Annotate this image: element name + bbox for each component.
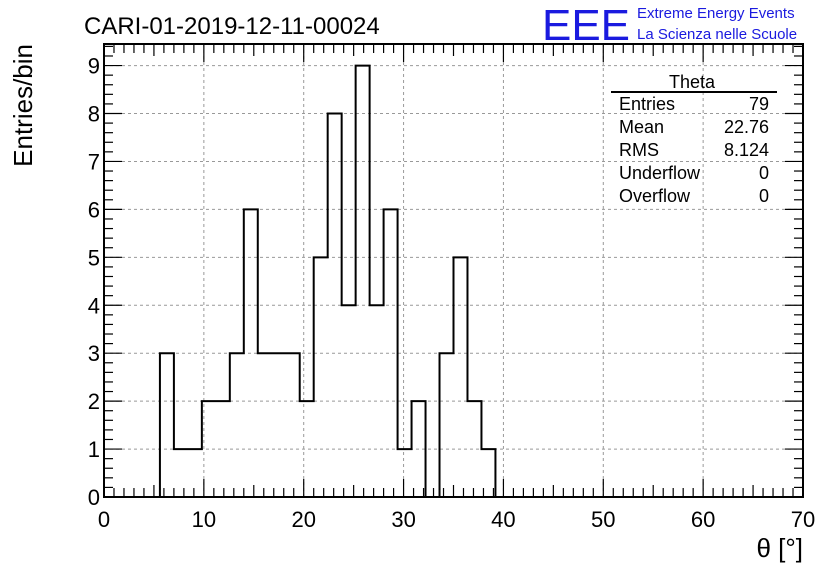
x-axis-title: θ [°] <box>756 533 803 563</box>
y-axis-title: Entries/bin <box>8 44 38 167</box>
stats-row-value: 0 <box>759 163 769 183</box>
x-tick-label: 30 <box>391 507 415 532</box>
stats-row-value: 22.76 <box>724 117 769 137</box>
stats-row-label: Overflow <box>619 186 691 206</box>
stats-row-label: RMS <box>619 140 659 160</box>
stats-box: Theta Entries 79 Mean 22.76 RMS 8.124 Underflo… <box>611 72 777 206</box>
logo-line-1: Extreme Energy Events <box>637 5 795 22</box>
y-tick-label: 6 <box>88 197 100 222</box>
y-tick-label: 4 <box>88 293 100 318</box>
x-tick-label: 60 <box>691 507 715 532</box>
x-tick-label: 70 <box>791 507 815 532</box>
stats-rows: Entries 79 Mean 22.76 RMS 8.124 Underflow 0 Over… <box>619 94 769 206</box>
y-tick-label: 2 <box>88 389 100 414</box>
stats-row-value: 79 <box>749 94 769 114</box>
y-tick-label: 8 <box>88 102 100 127</box>
run-title: CARI-01-2019-12-11-00024 <box>84 13 380 40</box>
y-tick-label: 5 <box>88 245 100 270</box>
stats-row-label: Mean <box>619 117 664 137</box>
x-tick-label: 20 <box>291 507 315 532</box>
histogram-outline <box>158 64 510 498</box>
stats-row-label: Entries <box>619 94 675 114</box>
logo-line-2: La Scienza nelle Scuole <box>637 26 797 43</box>
y-tick-label: 0 <box>88 485 100 510</box>
histogram-series <box>158 64 510 498</box>
y-tick-label: 7 <box>88 149 100 174</box>
tick-labels: 0 10 20 30 40 50 60 70 0 1 2 3 4 5 6 7 8 9 <box>88 54 815 532</box>
y-tick-label: 1 <box>88 437 100 462</box>
stats-row-value: 0 <box>759 186 769 206</box>
stats-row-value: 8.124 <box>724 140 769 160</box>
y-tick-label: 3 <box>88 341 100 366</box>
x-tick-label: 40 <box>491 507 515 532</box>
y-tick-label: 9 <box>88 54 100 79</box>
axis-ticks <box>103 44 804 498</box>
logo-mark: EEE <box>542 1 630 50</box>
stats-title: Theta <box>669 72 716 92</box>
x-tick-label: 50 <box>591 507 615 532</box>
stats-row-label: Underflow <box>619 163 701 183</box>
x-tick-label: 10 <box>192 507 216 532</box>
x-tick-label: 0 <box>98 507 110 532</box>
